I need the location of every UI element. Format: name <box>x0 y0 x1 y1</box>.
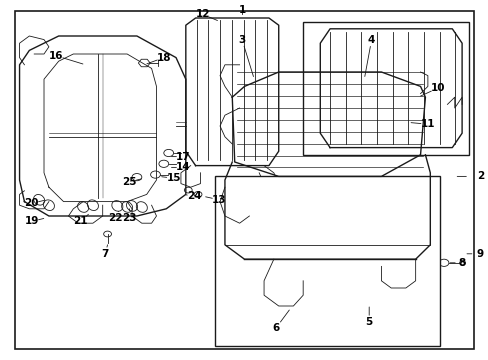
Text: 2: 2 <box>476 171 483 181</box>
Text: 20: 20 <box>24 198 39 208</box>
Text: 6: 6 <box>272 323 279 333</box>
Bar <box>215 176 439 346</box>
Text: 16: 16 <box>49 51 63 61</box>
Text: 1: 1 <box>238 5 245 15</box>
Text: 17: 17 <box>176 152 190 162</box>
Text: 9: 9 <box>476 249 483 259</box>
Text: 25: 25 <box>122 177 137 187</box>
Text: 24: 24 <box>186 191 201 201</box>
Text: 3: 3 <box>238 35 245 45</box>
Text: 19: 19 <box>24 216 39 226</box>
Text: 18: 18 <box>156 53 171 63</box>
Text: 23: 23 <box>122 213 137 223</box>
Text: 12: 12 <box>195 9 210 19</box>
Text: 7: 7 <box>101 249 109 259</box>
Text: 8: 8 <box>458 258 465 268</box>
Text: 22: 22 <box>107 213 122 223</box>
Text: 11: 11 <box>420 119 434 129</box>
Bar <box>303 22 468 155</box>
Text: 10: 10 <box>429 83 444 93</box>
Text: 5: 5 <box>365 317 372 327</box>
Text: 21: 21 <box>73 216 88 226</box>
Text: 14: 14 <box>176 162 190 172</box>
Text: 13: 13 <box>211 195 226 205</box>
Text: 4: 4 <box>367 35 375 45</box>
Text: 15: 15 <box>166 173 181 183</box>
